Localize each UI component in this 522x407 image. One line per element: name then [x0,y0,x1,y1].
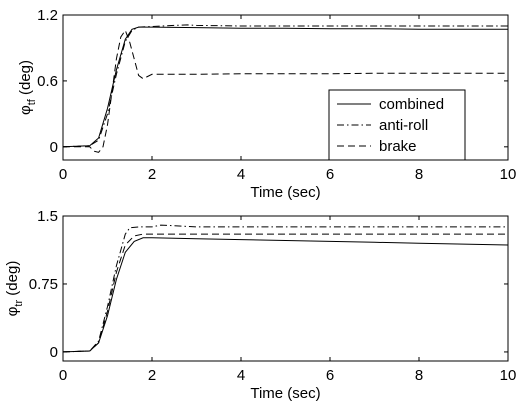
svg-text:φtr (deg): φtr (deg) [4,261,25,317]
series-line-combined [62,26,508,148]
top-y-label-symbol: φ [17,105,34,115]
x-tick-label: 10 [500,367,517,384]
y-tick-label: 0.75 [29,276,58,293]
top-y-label-unit: (deg) [17,60,34,95]
top-panel-legend: combined anti-roll brake [328,89,466,161]
bottom-y-label-subscript: tr [13,300,25,307]
top-panel-ticks: 0 2 4 6 8 10 0 0.6 1.2 [37,7,516,183]
bottom-y-label-symbol: φ [4,306,21,316]
x-tick-label: 2 [148,166,156,183]
bottom-panel-series [62,224,509,353]
top-panel-series [62,24,508,153]
series-line-brake [62,233,508,353]
svg-text:φtf (deg): φtf (deg) [17,60,38,115]
y-tick-label: 1.5 [37,208,58,225]
x-tick-label: 0 [59,367,67,384]
bottom-panel-frame [62,215,509,362]
series-line-combined [62,237,509,353]
x-tick-label: 4 [237,367,245,384]
bottom-panel: 0 2 4 6 8 10 0 0.75 1.5 Time (sec) φtr (deg) [4,208,516,402]
x-tick-label: 4 [237,166,245,183]
legend-label-combined: combined [379,96,444,113]
x-tick-label: 0 [59,166,67,183]
series-line-brake [63,29,508,153]
x-tick-label: 2 [148,367,156,384]
x-tick-label: 6 [326,367,334,384]
y-tick-label: 0 [50,139,58,156]
x-tick-label: 8 [415,166,423,183]
top-panel-y-axis-label: φtf (deg) [17,60,38,115]
bottom-panel-ticks: 0 2 4 6 8 10 0 0.75 1.5 [29,208,517,384]
bottom-panel-y-axis-label: φtr (deg) [4,261,25,317]
series-line-anti-roll [62,224,508,353]
y-tick-label: 1.2 [37,7,58,24]
bottom-panel-x-axis-label: Time (sec) [250,385,320,402]
x-tick-label: 8 [415,367,423,384]
x-tick-label: 6 [326,166,334,183]
legend-label-anti-roll: anti-roll [379,117,428,134]
top-panel: 0 2 4 6 8 10 0 0.6 1.2 Time (sec) φtf (deg) comb… [17,7,516,201]
top-panel-x-axis-label: Time (sec) [250,184,320,201]
x-tick-label: 10 [500,166,517,183]
series-line-anti-roll [62,24,508,148]
bottom-y-label-unit: (deg) [4,261,21,296]
top-panel-frame [62,14,509,161]
y-tick-label: 0 [50,344,58,361]
legend-label-brake: brake [379,138,417,155]
y-tick-label: 0.6 [37,73,58,90]
top-y-label-subscript: tf [26,98,38,105]
